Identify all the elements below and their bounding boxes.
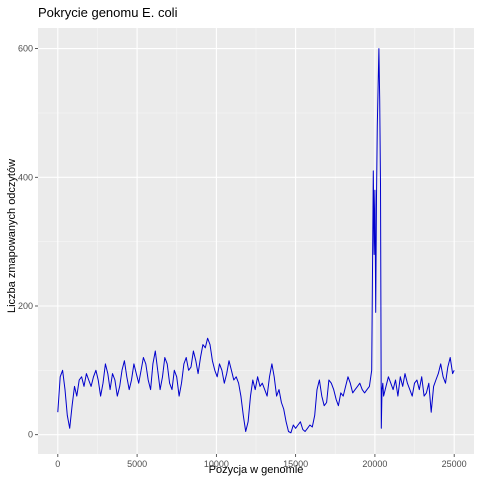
y-axis: 0 200 400 600 xyxy=(18,44,38,440)
x-tick-label: 15000 xyxy=(283,459,308,469)
chart-title: Pokrycie genomu E. coli xyxy=(38,5,178,20)
x-tick-label: 10000 xyxy=(204,459,229,469)
y-axis-title: Liczba zmapowanych odczytów xyxy=(6,159,18,313)
grid-lines xyxy=(38,28,474,454)
y-tick-label: 600 xyxy=(18,44,33,54)
x-axis-title: Pozycja w genomie xyxy=(209,464,304,476)
x-tick-label: 5000 xyxy=(127,459,147,469)
y-tick-label: 200 xyxy=(18,301,33,311)
x-tick-label: 0 xyxy=(55,459,60,469)
series-layer xyxy=(57,48,455,434)
y-tick-label: 0 xyxy=(28,430,33,440)
x-axis: 0 5000 10000 15000 20000 25000 xyxy=(55,454,467,469)
coverage-line xyxy=(57,48,455,434)
x-tick-label: 25000 xyxy=(442,459,467,469)
y-tick-label: 400 xyxy=(18,172,33,182)
x-tick-label: 20000 xyxy=(362,459,387,469)
